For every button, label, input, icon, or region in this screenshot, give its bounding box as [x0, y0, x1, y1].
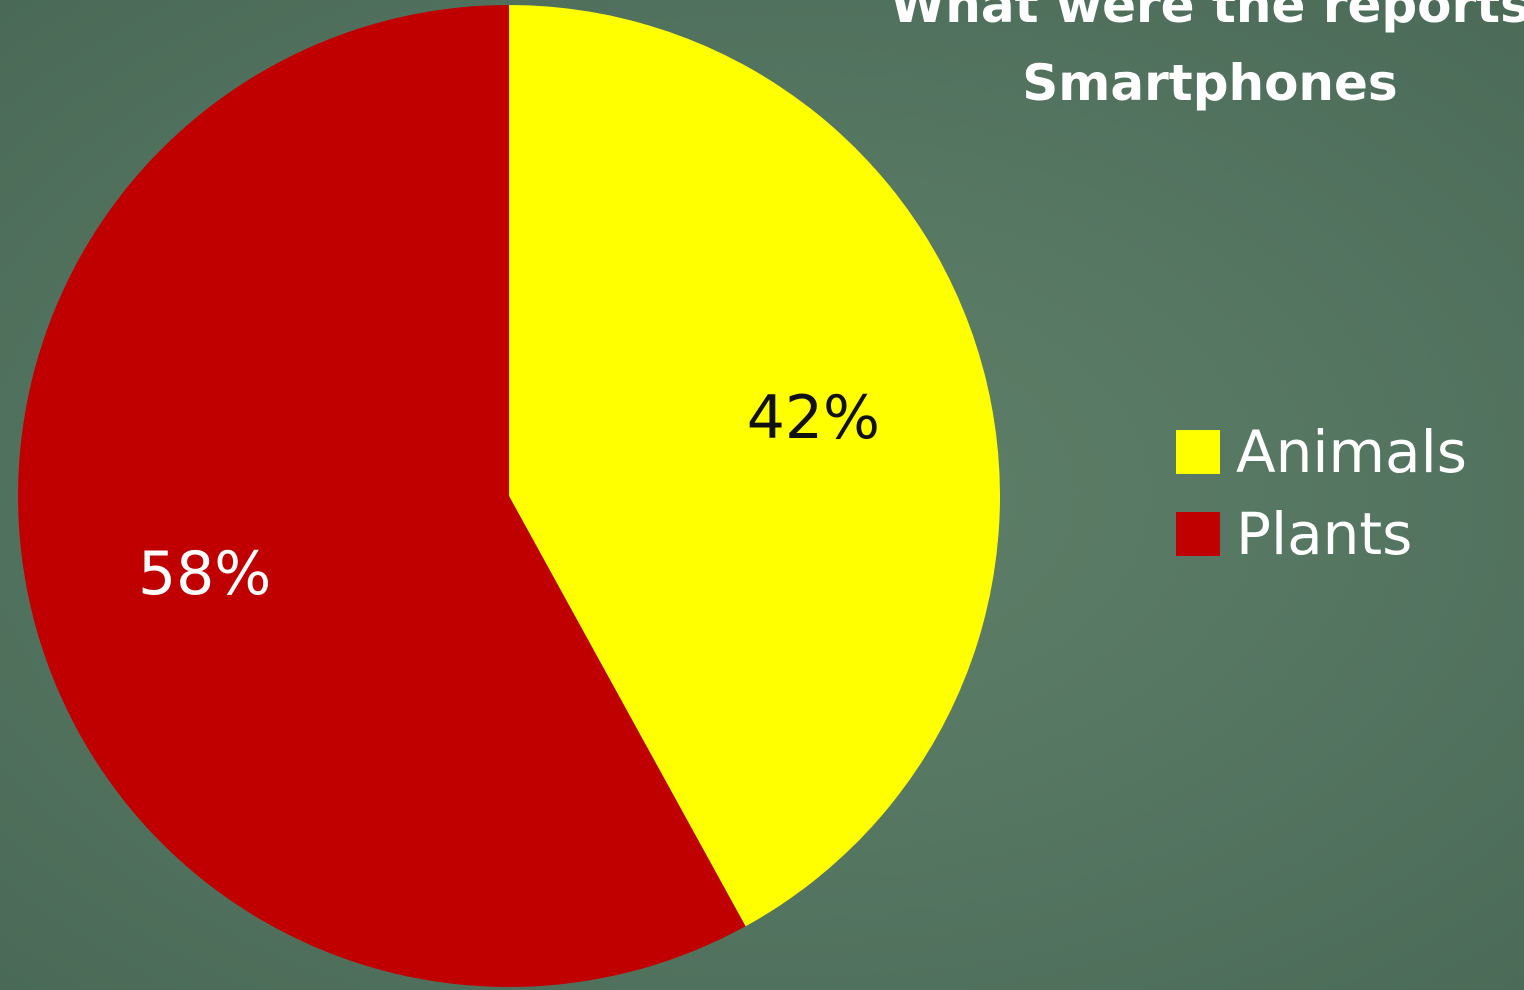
data-label-plants: 58%	[138, 539, 271, 609]
legend-swatch-plants	[1176, 512, 1220, 556]
legend-label-plants: Plants	[1236, 500, 1413, 568]
legend-item-plants: Plants	[1176, 493, 1467, 575]
pie-slice-plants	[18, 5, 746, 987]
chart-legend: Animals Plants	[1176, 411, 1467, 575]
data-label-animals: 42%	[747, 383, 880, 453]
legend-label-animals: Animals	[1236, 418, 1467, 486]
legend-swatch-animals	[1176, 430, 1220, 474]
chart-title-line-1: What were the reports	[890, 0, 1524, 34]
pie-slice-animals	[509, 5, 1001, 927]
legend-item-animals: Animals	[1176, 411, 1467, 493]
chart-title-line-2: Smartphones	[1022, 54, 1398, 112]
chart-title: What were the reports Smartphones	[720, 0, 1524, 122]
